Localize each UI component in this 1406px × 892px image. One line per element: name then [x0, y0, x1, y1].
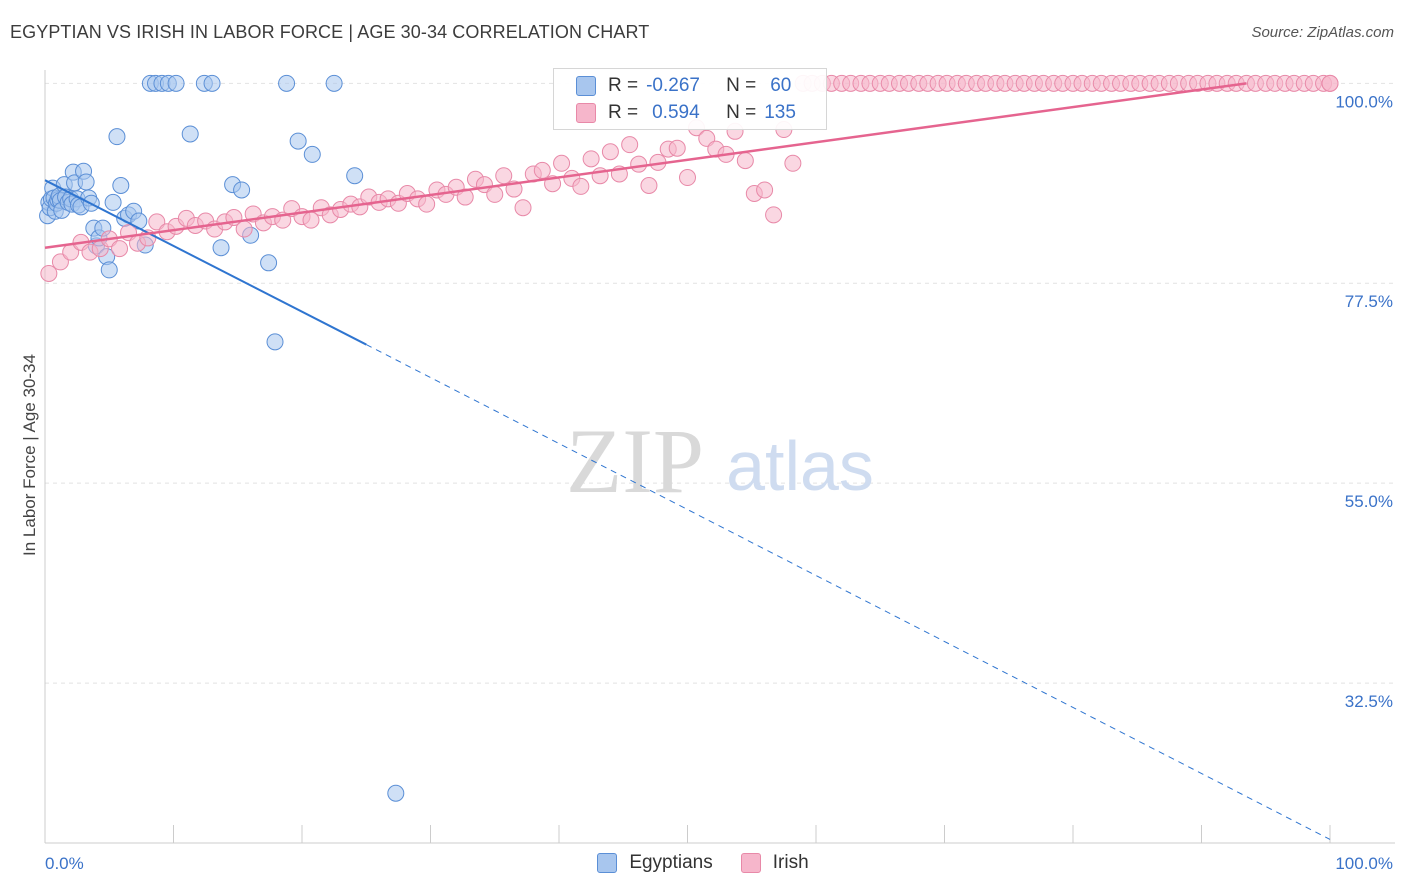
- egyptians-point: [167, 74, 185, 92]
- y-tick-label: 55.0%: [1345, 492, 1393, 511]
- egyptians-point: [233, 181, 251, 199]
- egyptians-point: [289, 132, 307, 150]
- irish-point: [630, 155, 648, 173]
- irish-point: [679, 169, 696, 187]
- legend-item-irish[interactable]: Irish: [740, 852, 809, 874]
- egyptians-point: [346, 167, 364, 185]
- egyptians-point: [260, 254, 278, 272]
- irish-legend-swatch: [740, 853, 761, 873]
- watermark: ZIP atlas: [566, 410, 874, 512]
- x-tick-label: 100.0%: [1335, 854, 1393, 873]
- chart-title: EGYPTIAN VS IRISH IN LABOR FORCE | AGE 3…: [10, 22, 650, 42]
- r-label: R =: [608, 102, 639, 123]
- irish-point: [533, 161, 551, 179]
- irish-point: [418, 195, 436, 213]
- egyptians-point: [108, 128, 126, 146]
- irish-point: [1321, 74, 1339, 92]
- irish-point: [601, 143, 619, 161]
- irish-point: [765, 206, 783, 224]
- egyptians-point: [77, 173, 95, 191]
- legend-label-irish: Irish: [772, 852, 809, 873]
- irish-point: [668, 139, 686, 157]
- legend-row-irish: R = 0.594 N = 135: [576, 100, 796, 126]
- irish-point: [235, 220, 253, 238]
- irish-point: [495, 167, 513, 185]
- egyptians-trend-line: [44, 179, 367, 346]
- egyptians-points: [39, 74, 405, 802]
- y-tick-label: 32.5%: [1345, 692, 1393, 711]
- irish-swatch: [576, 103, 596, 123]
- n-value-egyptians: 60: [770, 75, 792, 96]
- r-value-irish: 0.594: [652, 102, 700, 123]
- irish-point: [572, 177, 590, 195]
- irish-point: [756, 181, 774, 199]
- tick-labels: 100.0% 77.5% 55.0% 32.5% 0.0% 100.0%: [45, 92, 1393, 873]
- irish-point: [553, 154, 571, 172]
- r-label: R =: [608, 75, 639, 96]
- r-value-egyptians: -0.267: [646, 75, 700, 96]
- legend-row-egyptians: R = -0.267 N = 60: [576, 73, 791, 99]
- egyptians-point: [278, 74, 296, 92]
- irish-point: [51, 253, 69, 271]
- irish-point: [640, 177, 658, 195]
- irish-point: [111, 240, 129, 258]
- x-tick-label: 0.0%: [45, 854, 84, 873]
- egyptians-point: [100, 261, 118, 279]
- egyptians-point: [266, 333, 284, 351]
- egyptians-trend-extension: [366, 344, 1331, 840]
- irish-point: [148, 213, 166, 231]
- egyptians-point: [181, 125, 199, 143]
- y-tick-label: 100.0%: [1335, 92, 1393, 111]
- trend-lines: [44, 82, 1331, 840]
- grid-lines: [45, 82, 1395, 684]
- egyptians-point: [104, 193, 122, 211]
- irish-point: [736, 152, 754, 170]
- watermark-atlas: atlas: [726, 427, 874, 505]
- n-label: N =: [726, 75, 757, 96]
- correlation-legend: R = -0.267 N = 60 R = 0.594 N = 135: [553, 68, 827, 130]
- egyptians-point: [212, 239, 230, 257]
- egyptians-point: [325, 74, 343, 92]
- egyptians-swatch: [576, 76, 596, 96]
- irish-point: [784, 154, 802, 172]
- series-legend: Egyptians Irish: [0, 852, 1406, 874]
- egyptians-point: [203, 74, 221, 92]
- irish-point: [514, 199, 532, 217]
- source-label: Source: ZipAtlas.com: [1251, 24, 1394, 41]
- irish-trend-line: [44, 82, 1247, 249]
- n-label: N =: [726, 102, 757, 123]
- legend-item-egyptians[interactable]: Egyptians: [597, 852, 713, 874]
- egyptians-point: [303, 145, 321, 163]
- irish-point: [40, 264, 58, 282]
- egyptians-point: [387, 784, 405, 802]
- egyptians-point: [112, 177, 130, 195]
- egyptians-legend-swatch: [597, 853, 618, 873]
- y-tick-label: 77.5%: [1345, 292, 1393, 311]
- irish-point: [621, 136, 639, 154]
- irish-point: [582, 150, 600, 168]
- irish-point: [486, 185, 504, 203]
- watermark-zip: ZIP: [566, 410, 704, 512]
- legend-label-egyptians: Egyptians: [629, 852, 713, 873]
- n-value-irish: 135: [764, 102, 796, 123]
